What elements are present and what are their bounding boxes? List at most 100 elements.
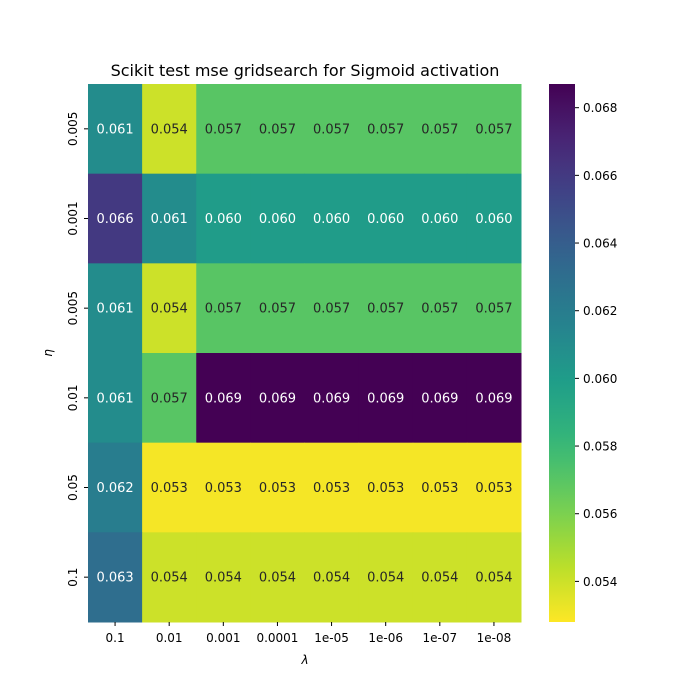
cell-value-label: 0.069 [367,391,404,406]
cell-value-label: 0.061 [96,122,133,137]
cell-value-label: 0.063 [96,571,133,586]
heatmap-cell [142,263,197,354]
heatmap-cell [466,173,522,264]
cell-value-label: 0.069 [205,391,242,406]
heatmap-cell [358,173,414,264]
cell-value-label: 0.054 [151,571,188,586]
cell-value-label: 0.060 [313,212,350,227]
cell-value-label: 0.069 [313,391,350,406]
y-tick-label: 0.005 [66,112,80,146]
heatmap-cell [304,84,360,175]
y-axis: 0.005 0.001 0.005 0.01 0.05 0.1 [66,112,88,587]
heatmap-cell [250,84,305,175]
x-tick-label: 0.001 [206,631,240,645]
cell-value-label: 0.053 [205,481,242,496]
heatmap-cell [304,263,360,354]
heatmap-cell [250,442,305,533]
colorbar-tick-label: 0.060 [583,372,617,386]
heatmap-cell [196,532,251,623]
cell-value-label: 0.060 [421,212,458,227]
y-tick-label: 0.005 [66,291,80,325]
colorbar-tick-label: 0.062 [583,304,617,318]
heatmap-cell [142,84,197,175]
cell-value-label: 0.054 [313,571,350,586]
y-tick-label: 0.01 [66,384,80,411]
cell-value-label: 0.061 [151,212,188,227]
cell-value-label: 0.057 [475,122,512,137]
cell-value-label: 0.057 [367,302,404,317]
cell-value-label: 0.053 [421,481,458,496]
x-axis-label: λ [300,653,308,667]
colorbar-tick-label: 0.058 [583,440,617,454]
heatmap-cells: 0.061 0.054 0.057 0.057 0.057 0.057 0.057 0.057… [88,84,522,623]
heatmap-cell [142,173,197,264]
heatmap-cell [196,353,251,444]
cell-value-label: 0.057 [313,302,350,317]
cell-value-label: 0.053 [259,481,296,496]
colorbar-tick-label: 0.056 [583,507,617,521]
heatmap-cell [304,532,360,623]
cell-value-label: 0.057 [313,122,350,137]
cell-value-label: 0.054 [151,302,188,317]
cell-value-label: 0.061 [96,391,133,406]
cell-value-label: 0.069 [475,391,512,406]
heatmap-cell [412,353,468,444]
heatmap-cell [466,84,522,175]
chart-title: Scikit test mse gridsearch for Sigmoid a… [111,61,500,80]
x-tick-label: 1e-05 [314,631,349,645]
heatmap-cell [88,173,143,264]
cell-value-label: 0.060 [205,212,242,227]
colorbar-tick-label: 0.066 [583,169,617,183]
heatmap-cell [88,442,143,533]
heatmap-cell [88,532,143,623]
x-axis: 0.1 0.01 0.001 0.0001 1e-05 1e-06 1e-07 1e-08 [106,622,511,645]
cell-value-label: 0.057 [421,302,458,317]
cell-value-label: 0.057 [205,122,242,137]
colorbar [549,84,575,622]
cell-value-label: 0.057 [259,122,296,137]
cell-value-label: 0.069 [421,391,458,406]
heatmap-cell [358,263,414,354]
heatmap-cell [412,442,468,533]
heatmap-cell [88,263,143,354]
cell-value-label: 0.054 [367,571,404,586]
cell-value-label: 0.054 [475,571,512,586]
cell-value-label: 0.057 [475,302,512,317]
cell-value-label: 0.060 [475,212,512,227]
heatmap-cell [142,442,197,533]
cell-value-label: 0.057 [205,302,242,317]
cell-value-label: 0.069 [259,391,296,406]
heatmap-cell [250,353,305,444]
cell-value-label: 0.057 [259,302,296,317]
cell-value-label: 0.057 [367,122,404,137]
heatmap-cell [196,442,251,533]
heatmap-cell [142,532,197,623]
y-tick-label: 0.001 [66,201,80,235]
y-axis-label: η [41,349,55,357]
cell-value-label: 0.062 [96,481,133,496]
heatmap-cell [358,353,414,444]
x-tick-label: 0.01 [156,631,183,645]
cell-value-label: 0.054 [421,571,458,586]
heatmap-cell [250,263,305,354]
y-tick-label: 0.05 [66,474,80,501]
heatmap-cell [466,353,522,444]
x-tick-label: 0.1 [106,631,125,645]
heatmap-cell [304,442,360,533]
cell-value-label: 0.057 [151,391,188,406]
heatmap-cell [466,442,522,533]
x-tick-label: 1e-06 [368,631,403,645]
y-tick-label: 0.1 [66,568,80,587]
x-tick-label: 1e-07 [423,631,458,645]
cell-value-label: 0.057 [421,122,458,137]
cell-value-label: 0.053 [313,481,350,496]
cell-value-label: 0.060 [367,212,404,227]
heatmap-cell [358,532,414,623]
heatmap-cell [196,263,251,354]
heatmap-cell [304,173,360,264]
heatmap-cell [250,532,305,623]
heatmap-cell [142,353,197,444]
cell-value-label: 0.061 [96,302,133,317]
heatmap-cell [88,353,143,444]
